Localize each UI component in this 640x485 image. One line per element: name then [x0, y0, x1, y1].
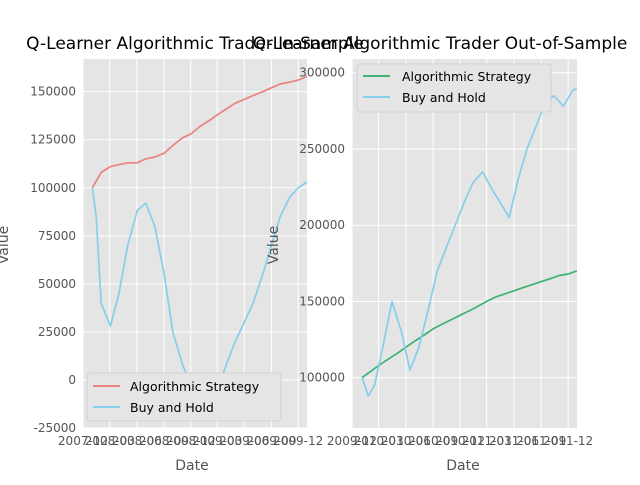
x-tick-label: 2008-09: [139, 434, 189, 448]
legend-label-buy-and-hold: Buy and Hold: [402, 90, 486, 105]
x-tick-label: 2008-06: [112, 434, 162, 448]
legend-box: [356, 63, 552, 113]
axes-background: [352, 59, 577, 428]
x-tick-label: 2010-06: [381, 434, 431, 448]
y-tick-label: 25000: [38, 325, 76, 339]
x-tick-label: 2009-03: [192, 434, 242, 448]
y-tick-label: 125000: [30, 133, 76, 147]
y-tick-label: 100000: [30, 181, 76, 195]
y-tick-label: 50000: [38, 277, 76, 291]
chart-title: Q-Learner Algorithmic Trader In-Sample: [26, 34, 364, 54]
series-line-algorithmic-strategy: [361, 270, 577, 379]
axes-background: [83, 59, 307, 428]
x-tick-label: 2008-03: [85, 434, 135, 448]
chart-title: Q-Learner Algorithmic Trader Out-of-Samp…: [253, 34, 628, 54]
x-axis-label: Date: [175, 458, 208, 474]
x-tick-label: 2011-12: [543, 434, 593, 448]
y-axis-label: Value: [0, 226, 12, 264]
y-tick-label: 250000: [299, 142, 345, 156]
series-line-algorithmic-strategy: [91, 75, 308, 189]
y-tick-label: 0: [68, 373, 76, 387]
y-tick-label: 150000: [30, 85, 76, 99]
x-tick-label: 2007-12: [58, 434, 108, 448]
x-tick-label: 2009-09: [246, 434, 296, 448]
legend: Algorithmic Strategy Buy and Hold: [86, 372, 282, 422]
legend-label-algorithmic-strategy: Algorithmic Strategy: [402, 69, 532, 84]
chart-in-sample: 2007-122008-032008-062008-092008-122009-…: [0, 34, 364, 474]
x-tick-label: 2010-03: [354, 434, 404, 448]
y-tick-label: 100000: [299, 371, 345, 385]
y-tick-label: -25000: [33, 421, 76, 435]
y-tick-label: 300000: [299, 66, 345, 80]
x-axis-label: Date: [446, 458, 479, 474]
y-tick-label: 75000: [38, 229, 76, 243]
tick-labels: 2009-122010-032010-062010-092010-122011-…: [299, 66, 593, 448]
legend-label-algorithmic-strategy: Algorithmic Strategy: [130, 379, 260, 394]
x-tick-label: 2009-12: [273, 434, 323, 448]
chart-out-of-sample: 2009-122010-032010-062010-092010-122011-…: [253, 34, 628, 474]
x-tick-label: 2009-06: [219, 434, 269, 448]
legend-label-buy-and-hold: Buy and Hold: [130, 400, 214, 415]
legend-box: [86, 372, 282, 422]
x-tick-label: 2010-12: [435, 434, 485, 448]
x-tick-label: 2009-12: [327, 434, 377, 448]
x-tick-label: 2011-06: [489, 434, 539, 448]
grid: [351, 59, 577, 428]
tick-labels: 2007-122008-032008-062008-092008-122009-…: [30, 85, 323, 448]
legend: Algorithmic Strategy Buy and Hold: [356, 63, 552, 113]
x-tick-label: 2011-03: [462, 434, 512, 448]
y-tick-label: 200000: [299, 218, 345, 232]
x-tick-label: 2011-09: [516, 434, 566, 448]
y-axis-label: Value: [266, 226, 282, 264]
x-tick-label: 2010-09: [408, 434, 458, 448]
x-tick-label: 2008-12: [166, 434, 216, 448]
y-tick-label: 150000: [299, 294, 345, 308]
